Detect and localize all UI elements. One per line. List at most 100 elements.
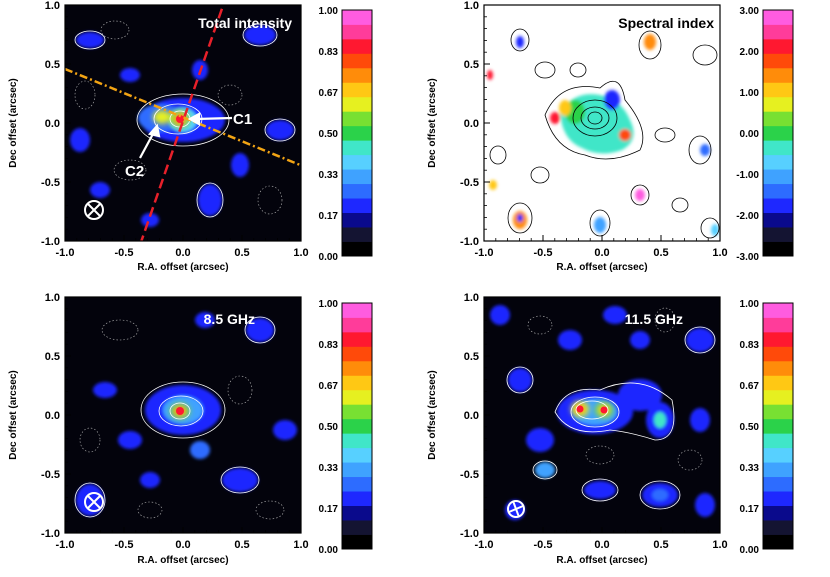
colorbar-segment [763, 346, 793, 362]
colorbar-segment [763, 491, 793, 506]
spectral-contours [489, 28, 720, 239]
colorbar-tick-label: 0.00 [319, 252, 339, 263]
x-tick-label: 1.0 [712, 539, 727, 551]
y-tick-label: 0.0 [45, 118, 60, 130]
x-axis-label: R.A. offset (arcsec) [556, 555, 647, 566]
colorbar-segment [763, 447, 793, 463]
colorbar-tick-label: -3.00 [736, 252, 759, 263]
y-tick-label: 1.0 [464, 0, 479, 12]
panel-title: Spectral index [618, 15, 714, 31]
axis-ticks: -1.0 -0.5 0.0 0.5 1.0 -1.0 -0.5 0.0 0.5 1.0 [460, 292, 728, 551]
colorbar-segment [763, 82, 793, 98]
x-tick-label: -0.5 [115, 539, 134, 551]
y-tick-label: 0.5 [464, 59, 479, 71]
arrow-c2 [139, 123, 161, 159]
x-tick-label: -1.0 [475, 247, 494, 259]
colorbar-segment [763, 534, 793, 550]
colorbar-segment [342, 462, 372, 478]
colorbar-tick-label: 0.67 [319, 381, 339, 392]
colorbar-segment [763, 212, 793, 228]
colorbar-segment [763, 241, 793, 257]
x-tick-label: 1.0 [712, 247, 727, 259]
x-tick-label: -0.5 [534, 539, 553, 551]
contours [506, 326, 716, 510]
colorbar-segment [342, 520, 372, 535]
y-axis-label: Dec offset (arcsec) [427, 370, 438, 459]
colorbar-segment [342, 227, 372, 242]
y-tick-label: 0.0 [45, 410, 60, 422]
y-tick-label: -0.5 [41, 469, 60, 481]
x-tick-label: 0.0 [594, 539, 609, 551]
x-axis-label: R.A. offset (arcsec) [137, 555, 228, 566]
panel-title: Total intensity [198, 15, 292, 31]
beam-marker [84, 200, 104, 220]
colorbar-tick-label: 1.00 [740, 88, 760, 99]
x-tick-label: -0.5 [115, 247, 134, 259]
x-tick-label: 1.0 [293, 247, 308, 259]
colorbar-segment [763, 67, 793, 83]
colorbar-tick-label: 1.00 [319, 6, 339, 17]
colorbar-segment [342, 67, 372, 83]
y-tick-label: -1.0 [460, 236, 479, 248]
colorbar-segment [342, 111, 372, 127]
colorbar-segment [342, 53, 372, 69]
colorbar-segment [342, 241, 372, 257]
colorbar-frame [762, 9, 794, 257]
y-axis-label: Dec offset (arcsec) [8, 78, 19, 167]
x-tick-label: -1.0 [475, 539, 494, 551]
x-tick-label: -1.0 [56, 247, 75, 259]
peak-1 [576, 405, 584, 413]
colorbar-segment [342, 212, 372, 228]
colorbar-segment [342, 389, 372, 405]
y-tick-label: -1.0 [460, 528, 479, 540]
colorbar-segment [342, 534, 372, 550]
colorbar-tick-label: 0.83 [319, 340, 339, 351]
colorbar-segment [342, 169, 372, 185]
contours [74, 23, 296, 218]
negative-contours [79, 319, 285, 520]
colorbar-tick-label: 0.33 [319, 170, 339, 181]
colorbar-tick-label: 3.00 [740, 6, 760, 17]
colorbar-segment [763, 169, 793, 185]
peak [176, 407, 184, 415]
colorbar-tick-label: 0.67 [740, 381, 760, 392]
x-axis-label: R.A. offset (arcsec) [556, 262, 647, 273]
colorbar-frame [341, 9, 373, 257]
emission-layer [490, 305, 715, 520]
colorbar-segment [763, 389, 793, 405]
colorbar-segment [342, 154, 372, 170]
colorbar-tick-label: 0.50 [740, 422, 760, 433]
colorbar-tick-label: 0.17 [319, 504, 339, 515]
colorbar-tick-label: 0.50 [319, 422, 339, 433]
colorbar-segment [342, 476, 372, 492]
colorbar-segment [763, 462, 793, 478]
colorbar-segment [342, 10, 372, 25]
colorbar-segment [763, 375, 793, 391]
y-tick-label: -1.0 [41, 528, 60, 540]
colorbar: -3.00 -2.00 -1.00 0.00 1.00 2.00 3.00 [736, 6, 794, 263]
colorbar-tick-label: 2.00 [740, 47, 760, 58]
contours [74, 316, 276, 518]
colorbar-frame [762, 302, 794, 550]
colorbar-tick-label: 0.00 [319, 545, 339, 556]
colorbar-segment [763, 53, 793, 69]
negative-contours [527, 307, 703, 471]
colorbar-segment [763, 125, 793, 141]
colorbar-segment [342, 183, 372, 199]
x-tick-label: 1.0 [293, 539, 308, 551]
colorbar-segment [342, 360, 372, 376]
x-tick-label: 0.5 [234, 539, 249, 551]
colorbar-tick-label: 0.83 [740, 340, 760, 351]
colorbar-tick-label: 0.17 [319, 211, 339, 222]
colorbar-segment [763, 198, 793, 213]
x-tick-label: 0.0 [594, 247, 609, 259]
colorbar-frame [341, 302, 373, 550]
colorbar-segment [342, 140, 372, 156]
colorbar-segment [342, 404, 372, 420]
beam-marker [507, 500, 525, 518]
colorbar-segment [763, 140, 793, 156]
colorbar-segment [342, 447, 372, 463]
panel-spectral-index: Spectral index -1.0 -0.5 0.0 0.5 1.0 -1.0 -0.5… [427, 0, 794, 273]
colorbar: 0.00 0.17 0.33 0.50 0.67 0.83 1.00 [319, 6, 373, 263]
y-tick-label: 1.0 [464, 292, 479, 304]
